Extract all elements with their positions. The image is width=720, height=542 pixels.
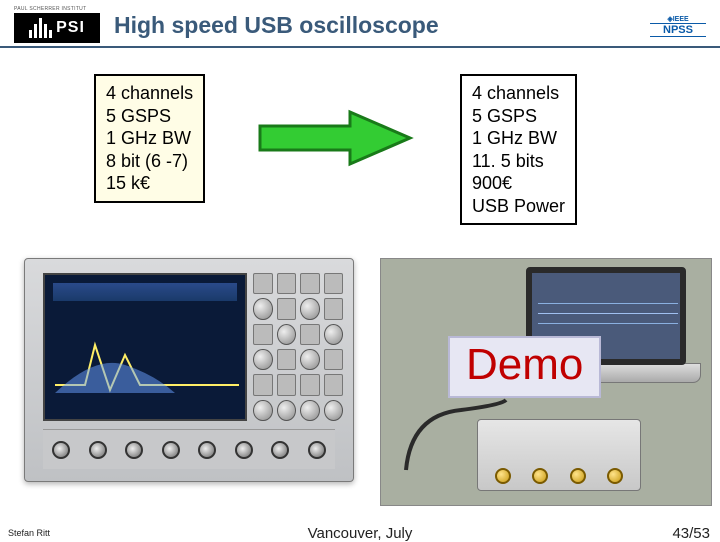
psi-logo: PAUL SCHERRER INSTITUT PSI xyxy=(14,6,100,46)
bnc-connector-icon xyxy=(125,441,143,459)
spec-line: 4 channels xyxy=(106,82,193,105)
sma-connector-icon xyxy=(495,468,511,484)
sma-connector-icon xyxy=(570,468,586,484)
spec-line: 5 GSPS xyxy=(106,105,193,128)
spec-line: 900€ xyxy=(472,172,565,195)
bnc-connector-icon xyxy=(89,441,107,459)
slide-header: PAUL SCHERRER INSTITUT PSI High speed US… xyxy=(0,0,720,46)
spec-line: 1 GHz BW xyxy=(472,127,565,150)
footer-page: 43/53 xyxy=(672,525,710,542)
arrow-icon xyxy=(250,108,420,168)
psi-logo-bars xyxy=(29,18,52,38)
psi-institute-text: PAUL SCHERRER INSTITUT xyxy=(14,6,86,12)
spec-line: 5 GSPS xyxy=(472,105,565,128)
ieee-text: ◈IEEE xyxy=(650,15,706,23)
sma-connector-icon xyxy=(532,468,548,484)
bnc-connector-icon xyxy=(198,441,216,459)
eval-board xyxy=(477,419,641,491)
bnc-connector-icon xyxy=(308,441,326,459)
scope-screen xyxy=(43,273,247,421)
bnc-connector-icon xyxy=(235,441,253,459)
scope-input-row xyxy=(43,429,335,469)
spec-line: 1 GHz BW xyxy=(106,127,193,150)
slide-content: 4 channels 5 GSPS 1 GHz BW 8 bit (6 -7) … xyxy=(0,48,720,542)
sma-connector-icon xyxy=(607,468,623,484)
spec-line: 11. 5 bits xyxy=(472,150,565,173)
scope-controls xyxy=(253,273,343,421)
bnc-connector-icon xyxy=(162,441,180,459)
bnc-connector-icon xyxy=(271,441,289,459)
footer-venue: Vancouver, July xyxy=(308,525,413,542)
psi-letters: PSI xyxy=(56,19,85,37)
scope-trace-icon xyxy=(55,335,239,395)
bnc-connector-icon xyxy=(52,441,70,459)
spec-box-commercial: 4 channels 5 GSPS 1 GHz BW 8 bit (6 -7) … xyxy=(94,74,205,203)
npss-text: NPSS xyxy=(650,23,706,37)
bench-oscilloscope-image xyxy=(24,258,354,482)
slide-title: High speed USB oscilloscope xyxy=(100,12,650,39)
ieee-npss-logo: ◈IEEE NPSS xyxy=(650,15,706,37)
spec-box-usb: 4 channels 5 GSPS 1 GHz BW 11. 5 bits 90… xyxy=(460,74,577,225)
spec-line: 8 bit (6 -7) xyxy=(106,150,193,173)
psi-logo-box: PSI xyxy=(14,13,100,43)
spec-line: 4 channels xyxy=(472,82,565,105)
demo-callout: Demo xyxy=(448,336,601,398)
spec-line: USB Power xyxy=(472,195,565,218)
spec-line: 15 k€ xyxy=(106,172,193,195)
footer-author: Stefan Ritt xyxy=(8,528,50,538)
